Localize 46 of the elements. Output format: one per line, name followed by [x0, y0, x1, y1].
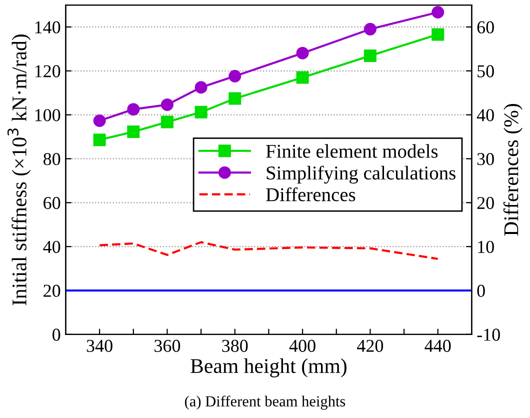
y-tick-label: 0: [52, 328, 60, 341]
legend-label: Simplifying calculations: [266, 166, 456, 184]
x-tick-label: 360: [154, 340, 180, 352]
x-tick-label: 420: [357, 340, 384, 352]
y-tick-label: 100: [35, 109, 60, 122]
y2-tick-label: 0: [477, 284, 485, 297]
x-tick-label: 440: [424, 340, 451, 352]
legend-label: Differences: [266, 187, 356, 202]
point: [93, 114, 106, 127]
point: [432, 28, 444, 41]
point: [296, 71, 309, 84]
y2-tick-label: 30: [477, 152, 494, 166]
y2-tick-label: 40: [476, 109, 494, 122]
point: [296, 46, 309, 60]
point: [364, 49, 376, 62]
point: [194, 81, 208, 94]
y-tick-label: 120: [35, 65, 60, 78]
point: [228, 92, 242, 105]
y-tick-label: 80: [43, 152, 60, 166]
y2-tick-label: -10: [477, 328, 500, 341]
y2-tick-label: 60: [477, 21, 494, 34]
point: [93, 134, 106, 146]
point: [364, 22, 376, 36]
y-tick-label: 20: [44, 284, 60, 297]
point: [160, 116, 174, 128]
point: [432, 6, 444, 19]
x-axis-title: Beam height (mm): [190, 358, 346, 378]
y-axis-title: Initial stiffness (×10$^{3}$ kN·m/rad): [7, 34, 31, 306]
point: [127, 125, 140, 138]
point: [160, 98, 174, 111]
y-tick-label: 40: [43, 240, 60, 254]
y2-tick-label: 20: [477, 196, 494, 210]
point: [228, 70, 242, 82]
legend-label: Finite element models: [266, 144, 438, 158]
text: (a) Different beam heights: [184, 396, 346, 410]
y2-tick-label: 50: [478, 65, 494, 78]
x-tick-label: 400: [289, 340, 316, 352]
x-tick-label: 340: [86, 340, 112, 352]
y-tick-label: 140: [35, 21, 60, 34]
y2-axis-title: Differences (%): [503, 104, 523, 236]
y2-tick-label: 10: [478, 240, 494, 254]
point: [127, 103, 140, 116]
y-tick-label: 60: [44, 196, 60, 210]
point: [194, 106, 208, 118]
x-tick-label: 380: [222, 340, 248, 352]
line-series: [98, 241, 439, 260]
